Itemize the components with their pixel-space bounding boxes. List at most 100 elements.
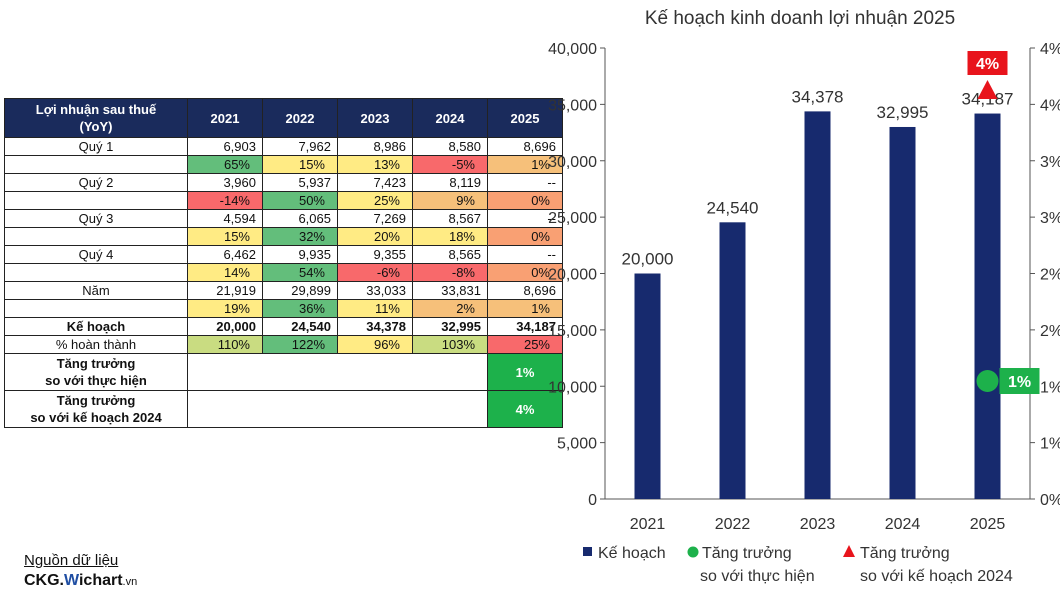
growth-cell: 0% [487, 191, 563, 210]
table-header-year: 2024 [412, 98, 488, 138]
legend-bar-swatch [583, 547, 592, 556]
completion-cell: 96% [337, 335, 413, 354]
table-header-year: 2021 [187, 98, 263, 138]
growth-summary-label: Tăng trưởng so với thực hiện [4, 353, 188, 391]
bar [719, 222, 746, 499]
growth-cell: 50% [262, 191, 338, 210]
growth-vs-actual-label-bg [999, 368, 1040, 394]
x-tick-label: 2024 [885, 516, 921, 533]
bar-data-label: 32,995 [877, 103, 929, 122]
table-header-year: 2023 [337, 98, 413, 138]
growth-cell: 0% [487, 263, 563, 282]
value-cell: 4,594 [187, 209, 263, 228]
plan-cell: 32,995 [412, 317, 488, 336]
legend-triangle-label-line2: so với kế hoạch 2024 [860, 568, 1013, 585]
profit-table: Lợi nhuận sau thuế (YoY) 2021 2022 2023 2… [4, 98, 563, 428]
legend-circle-label: Tăng trưởng [702, 545, 792, 562]
completion-cell: 122% [262, 335, 338, 354]
plan-cell: 34,378 [337, 317, 413, 336]
y2-tick-label: 2% [1040, 267, 1060, 284]
growth-summary-row: Tăng trưởng so với thực hiện 1% [4, 353, 563, 391]
y-tick-label: 0 [588, 492, 597, 509]
y2-tick-label: 0% [1040, 492, 1060, 509]
legend-triangle-label: Tăng trưởng [860, 545, 950, 562]
growth-summary-row: Tăng trưởng so với kế hoạch 2024 4% [4, 390, 563, 428]
x-tick-label: 2023 [800, 516, 836, 533]
x-tick-label: 2025 [970, 516, 1006, 533]
table-row: Quý 3 4,594 6,065 7,269 8,567 -- [4, 209, 563, 228]
growth-vs-plan-label-bg [967, 51, 1008, 75]
bar [804, 111, 831, 499]
empty-cell [187, 390, 488, 428]
growth-cell: 13% [337, 155, 413, 174]
table-row: Quý 1 6,903 7,962 8,986 8,580 8,696 [4, 137, 563, 156]
value-cell: 8,567 [412, 209, 488, 228]
table-header-row: Lợi nhuận sau thuế (YoY) 2021 2022 2023 2… [4, 98, 563, 138]
data-source-label[interactable]: Nguồn dữ liệu [24, 552, 119, 569]
y2-tick-label: 4% [1040, 41, 1060, 58]
growth-cell: -8% [412, 263, 488, 282]
plan-row: Kế hoạch 20,000 24,540 34,378 32,995 34,187 [4, 317, 563, 336]
growth-summary-value: 1% [487, 353, 563, 391]
y-tick-label: 40,000 [548, 41, 597, 58]
bar-data-label: 34,378 [792, 87, 844, 106]
growth-cell: 11% [337, 299, 413, 318]
y-tick-label: 5,000 [557, 436, 597, 453]
value-cell: 7,269 [337, 209, 413, 228]
legend-circle-swatch [687, 546, 699, 558]
growth-cell: 54% [262, 263, 338, 282]
growth-cell: 65% [187, 155, 263, 174]
y2-tick-label: 1% [1040, 436, 1060, 453]
growth-cell: -14% [187, 191, 263, 210]
x-tick-label: 2021 [630, 516, 666, 533]
y2-tick-label: 3% [1040, 210, 1060, 227]
empty-cell [187, 353, 488, 391]
legend-triangle-swatch [843, 545, 855, 557]
value-cell: 21,919 [187, 281, 263, 300]
plan-cell: 20,000 [187, 317, 263, 336]
growth-summary-label: Tăng trưởng so với kế hoạch 2024 [4, 390, 188, 428]
growth-cell: 32% [262, 227, 338, 246]
y2-tick-label: 3% [1040, 154, 1060, 171]
growth-summary-value: 4% [487, 390, 563, 428]
x-tick-label: 2022 [715, 516, 751, 533]
y-tick-label: 20,000 [548, 267, 597, 284]
growth-vs-actual-marker [976, 370, 999, 392]
chart-legend: Kế hoạch Tăng trưởng so với thực hiện Tăng … [583, 545, 1013, 585]
table-row-growth: 65% 15% 13% -5% 1% [4, 155, 563, 174]
y-tick-label: 30,000 [548, 154, 597, 171]
bar-data-label: 24,540 [707, 198, 759, 217]
chart-bars: 20,000 24,540 34,378 32,995 34,187 [622, 87, 1014, 500]
legend-circle-label-line2: so với thực hiện [700, 568, 815, 585]
y2-tick-label: 1% [1040, 379, 1060, 396]
completion-cell: 103% [412, 335, 488, 354]
table-row-growth: -14% 50% 25% 9% 0% [4, 191, 563, 210]
y-tick-label: 35,000 [548, 97, 597, 114]
table-row-growth: 19% 36% 11% 2% 1% [4, 299, 563, 318]
bar-data-label: 20,000 [622, 250, 674, 269]
bar [889, 126, 916, 499]
bar-data-label: 34,187 [962, 90, 1014, 109]
table-row: Năm 21,919 29,899 33,033 33,831 8,696 [4, 281, 563, 300]
growth-cell: 18% [412, 227, 488, 246]
y2-tick-label: 2% [1040, 323, 1060, 340]
y-tick-label: 15,000 [548, 323, 597, 340]
table-body: Quý 1 6,903 7,962 8,986 8,580 8,696 65% 15% 13% -… [4, 137, 563, 428]
table-header-label: Lợi nhuận sau thuế (YoY) [4, 98, 188, 138]
chart-markers: 1% 4% [967, 51, 1040, 394]
wichart-logo: CKG.Wichart.vn [24, 572, 138, 589]
table-header-year: 2022 [262, 98, 338, 138]
growth-cell: 0% [487, 227, 563, 246]
completion-cell: 25% [487, 335, 563, 354]
growth-cell: 15% [187, 227, 263, 246]
completion-row: % hoàn thành 110% 122% 96% 103% 25% [4, 335, 563, 354]
growth-cell: -6% [337, 263, 413, 282]
growth-vs-plan-label: 4% [976, 56, 999, 73]
legend-bar-label: Kế hoạch [598, 545, 666, 562]
value-cell: 7,962 [262, 137, 338, 156]
y2-tick-label: 4% [1040, 97, 1060, 114]
growth-cell: 36% [262, 299, 338, 318]
growth-cell: 1% [487, 155, 563, 174]
plan-cell: 24,540 [262, 317, 338, 336]
